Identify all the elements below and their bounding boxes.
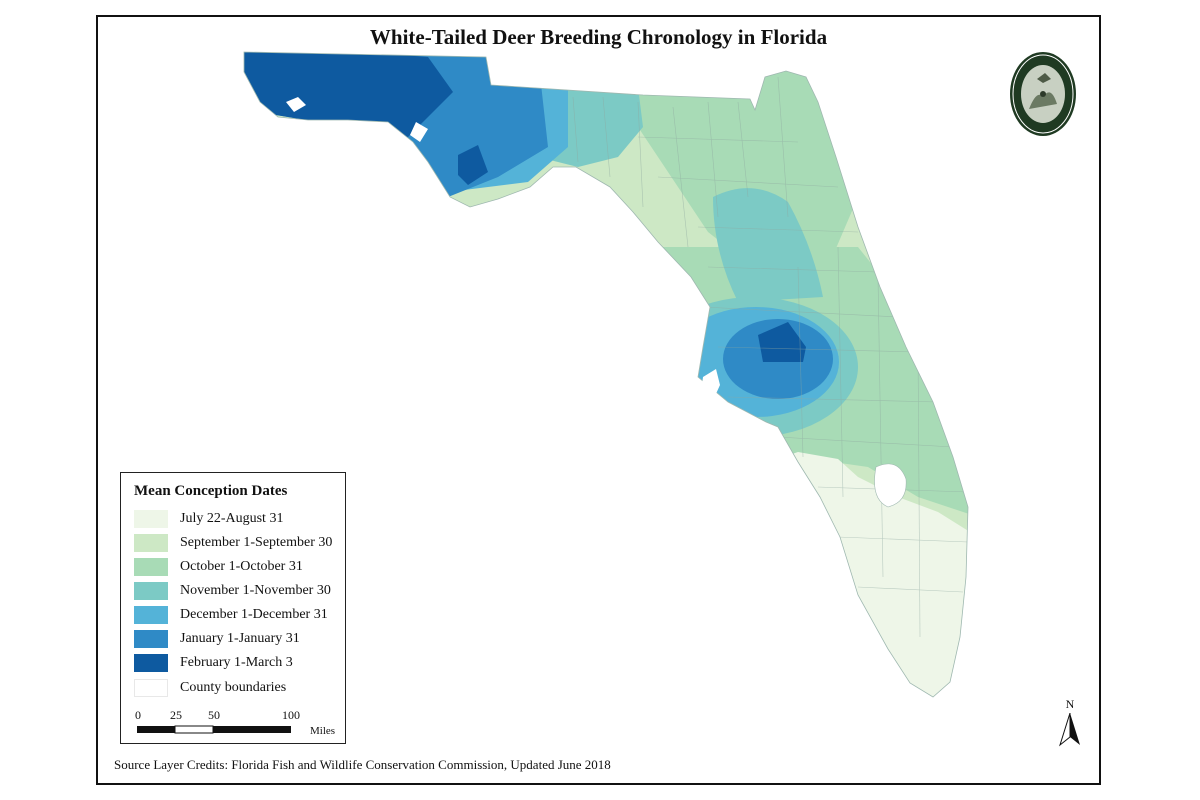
legend-swatch (134, 558, 168, 576)
scale-tick-label: 50 (208, 708, 220, 722)
legend-label: November 1-November 30 (180, 583, 331, 598)
legend-item-county-boundaries: County boundaries (134, 678, 286, 698)
map-frame: White-Tailed Deer Breeding Chronology in… (96, 15, 1101, 785)
legend-swatch (134, 679, 168, 697)
legend-label: February 1-March 3 (180, 655, 293, 670)
legend-label: September 1-September 30 (180, 535, 333, 550)
legend-item-july-august: July 22-August 31 (134, 509, 283, 529)
scale-tick-label: 0 (135, 708, 141, 722)
legend-swatch (134, 654, 168, 672)
panhandle-bay-1 (286, 97, 306, 112)
map-title: White-Tailed Deer Breeding Chronology in… (369, 25, 828, 49)
tampa-bay (700, 369, 720, 407)
zone-february-center (758, 322, 806, 362)
legend-swatch (134, 510, 168, 528)
source-credits: Source Layer Credits: Florida Fish and W… (114, 757, 611, 772)
legend-item-september: September 1-September 30 (134, 533, 332, 553)
scale-bar-graphic (137, 725, 291, 734)
legend-swatch (134, 630, 168, 648)
north-arrow-icon (1059, 713, 1080, 747)
ffwcc-seal-icon (1007, 49, 1079, 139)
zone-february-panhandle (244, 52, 453, 137)
legend-item-february-march: February 1-March 3 (134, 653, 293, 673)
scale-tick-label: 25 (170, 708, 182, 722)
legend: Mean Conception Dates July 22-August 31 … (120, 472, 346, 744)
florida-map (243, 51, 969, 698)
county-boundaries (572, 76, 968, 638)
legend-label: County boundaries (180, 680, 287, 695)
legend-item-december: December 1-December 31 (134, 605, 328, 625)
panhandle-bay-2 (410, 122, 428, 142)
legend-item-october: October 1-October 31 (134, 557, 303, 577)
lake-okeechobee (874, 463, 907, 508)
legend-item-november: November 1-November 30 (134, 581, 331, 601)
legend-label: October 1-October 31 (180, 559, 303, 574)
north-arrow: N (1058, 697, 1082, 747)
scale-bar: 0 25 50 100 Miles (135, 708, 336, 738)
legend-swatch (134, 582, 168, 600)
legend-swatch (134, 606, 168, 624)
legend-label: July 22-August 31 (180, 511, 284, 526)
zone-february-panhandle-spot (458, 145, 488, 185)
zone-november-central (713, 188, 823, 302)
legend-label: December 1-December 31 (180, 607, 328, 622)
scale-units: Miles (310, 725, 336, 737)
north-label: N (1065, 697, 1075, 711)
scale-tick-label: 100 (282, 708, 300, 722)
legend-title: Mean Conception Dates (134, 483, 288, 499)
legend-label: January 1-January 31 (180, 631, 300, 646)
legend-item-january: January 1-January 31 (134, 629, 300, 649)
legend-swatch (134, 534, 168, 552)
